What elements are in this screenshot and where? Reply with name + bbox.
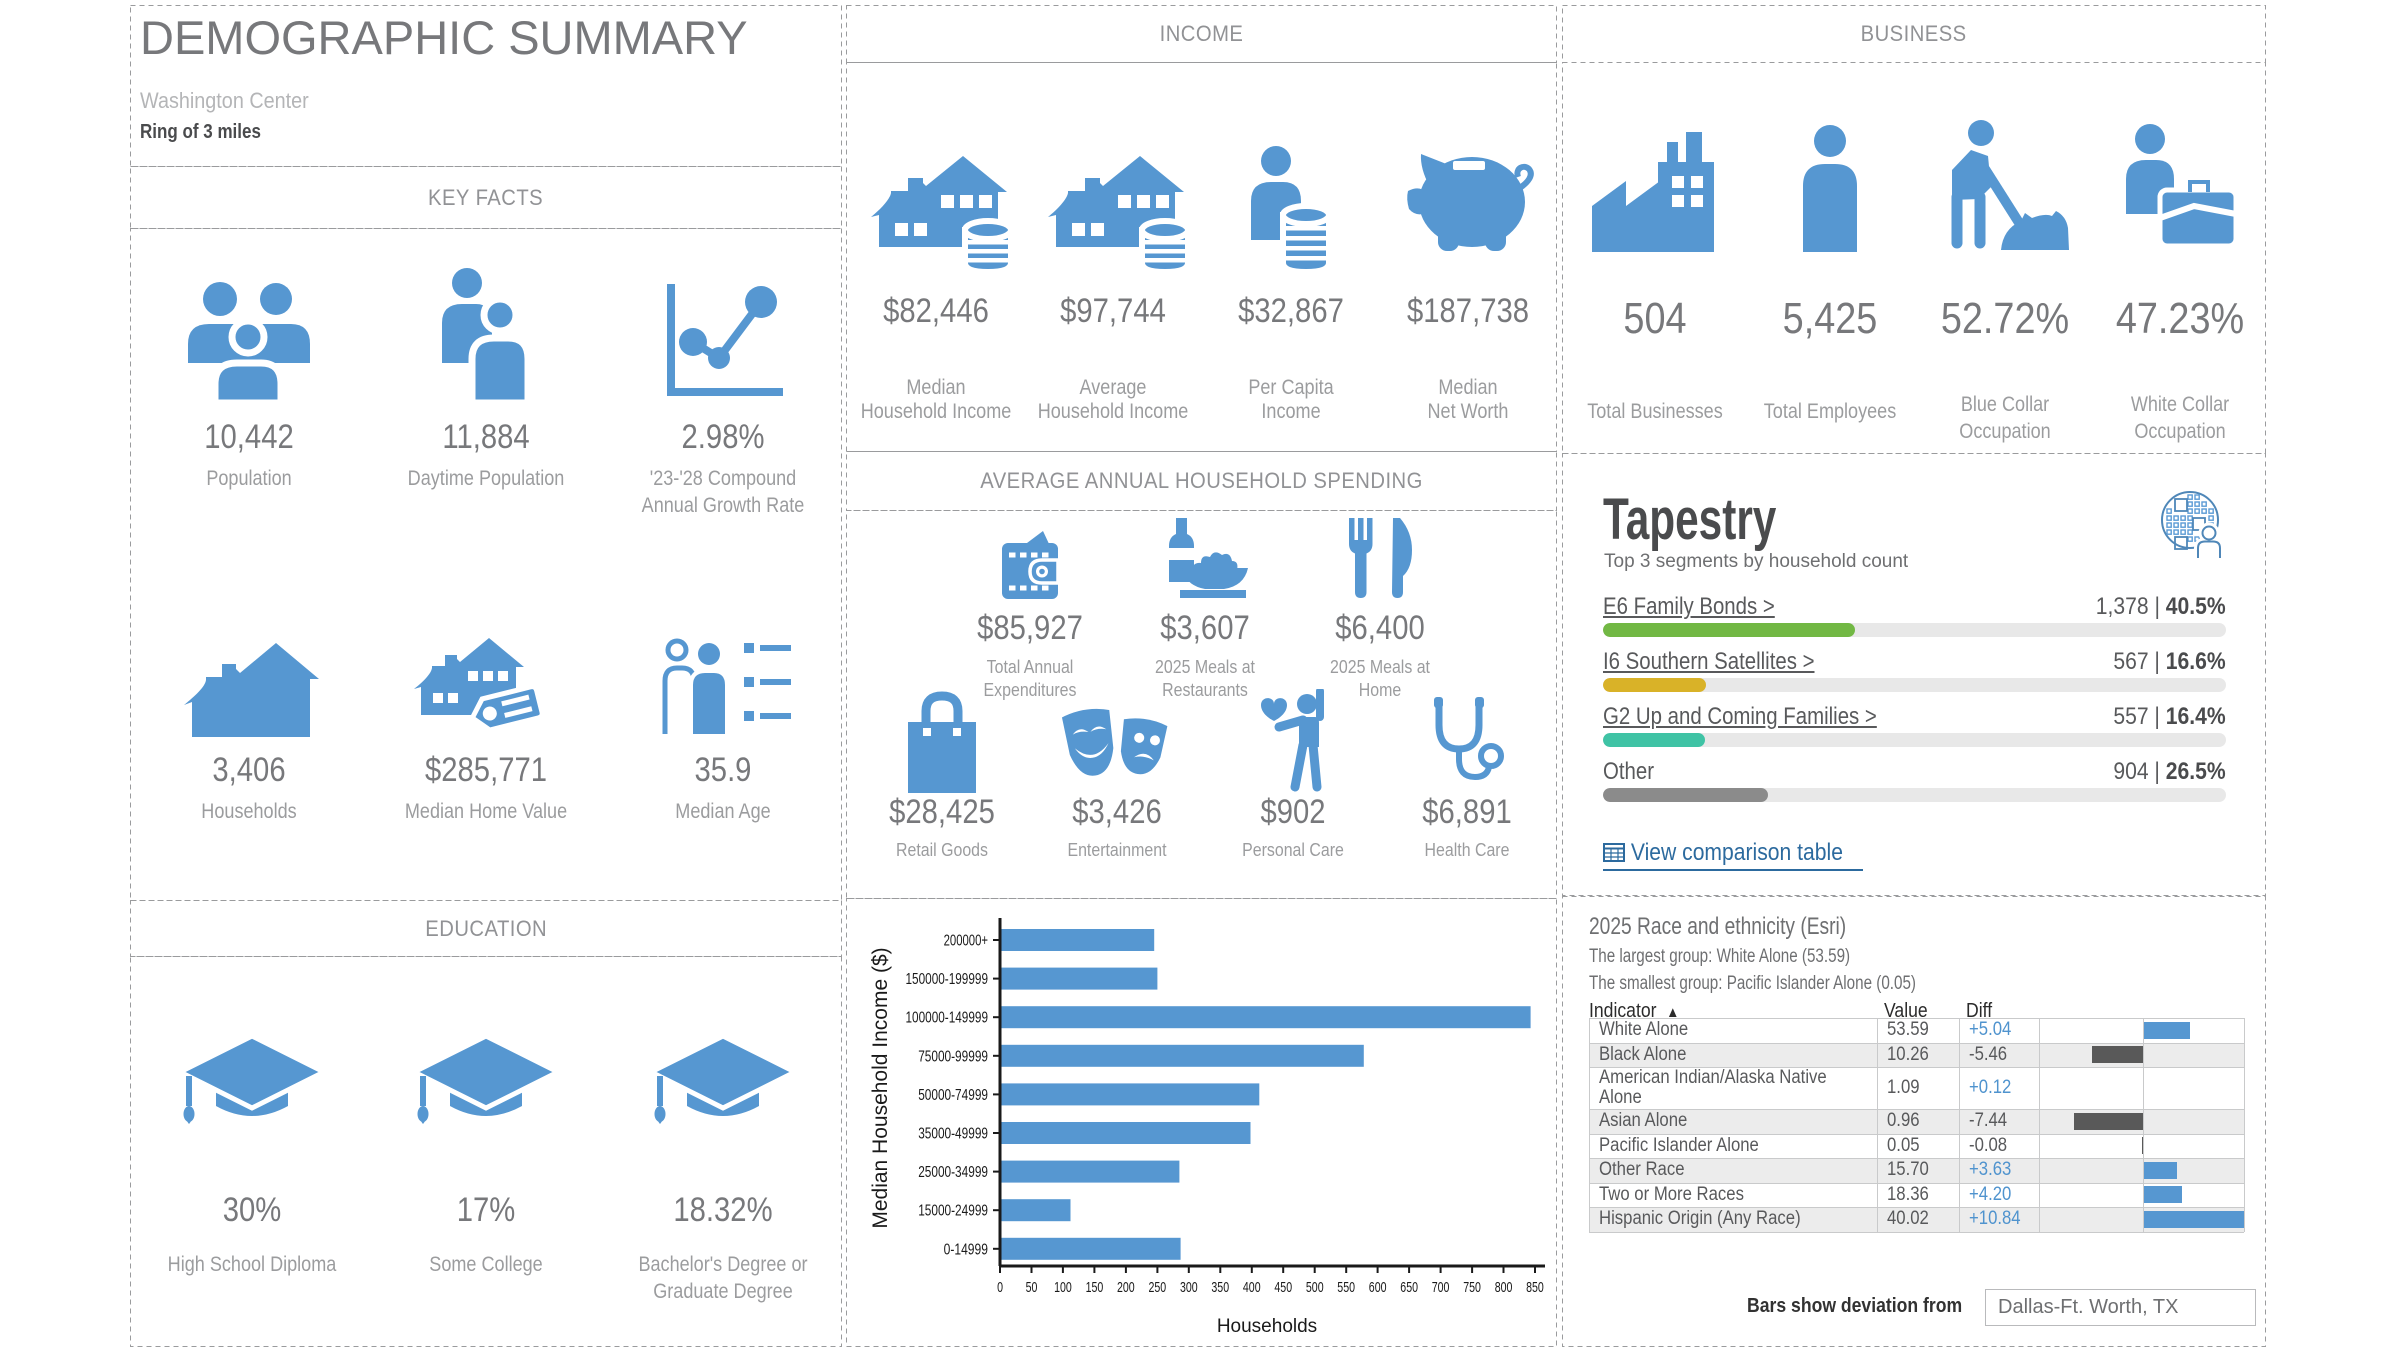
- svg-text:150000-199999: 150000-199999: [906, 971, 989, 988]
- svg-text:100: 100: [1054, 1279, 1072, 1296]
- svg-text:450: 450: [1274, 1279, 1292, 1296]
- svg-text:150: 150: [1086, 1279, 1104, 1296]
- svg-text:35000-49999: 35000-49999: [918, 1126, 988, 1143]
- svg-text:600: 600: [1369, 1279, 1387, 1296]
- svg-text:0: 0: [997, 1279, 1003, 1296]
- svg-text:650: 650: [1400, 1279, 1418, 1296]
- svg-text:Median Household Income ($): Median Household Income ($): [869, 947, 892, 1228]
- svg-text:850: 850: [1526, 1279, 1544, 1296]
- svg-text:550: 550: [1337, 1279, 1355, 1296]
- svg-text:400: 400: [1243, 1279, 1261, 1296]
- svg-text:250: 250: [1149, 1279, 1167, 1296]
- svg-text:0-14999: 0-14999: [944, 1241, 988, 1258]
- svg-text:15000-24999: 15000-24999: [918, 1203, 988, 1220]
- svg-text:800: 800: [1495, 1279, 1513, 1296]
- svg-text:700: 700: [1432, 1279, 1450, 1296]
- svg-text:75000-99999: 75000-99999: [918, 1048, 988, 1065]
- svg-text:Households: Households: [1217, 1316, 1317, 1337]
- svg-text:350: 350: [1211, 1279, 1229, 1296]
- svg-text:750: 750: [1463, 1279, 1481, 1296]
- svg-text:100000-149999: 100000-149999: [906, 1010, 989, 1027]
- svg-text:200000+: 200000+: [944, 933, 988, 950]
- svg-text:25000-34999: 25000-34999: [918, 1164, 988, 1181]
- svg-text:300: 300: [1180, 1279, 1198, 1296]
- svg-text:500: 500: [1306, 1279, 1324, 1296]
- svg-text:50000-74999: 50000-74999: [918, 1087, 988, 1104]
- svg-text:200: 200: [1117, 1279, 1135, 1296]
- svg-text:50: 50: [1026, 1279, 1038, 1296]
